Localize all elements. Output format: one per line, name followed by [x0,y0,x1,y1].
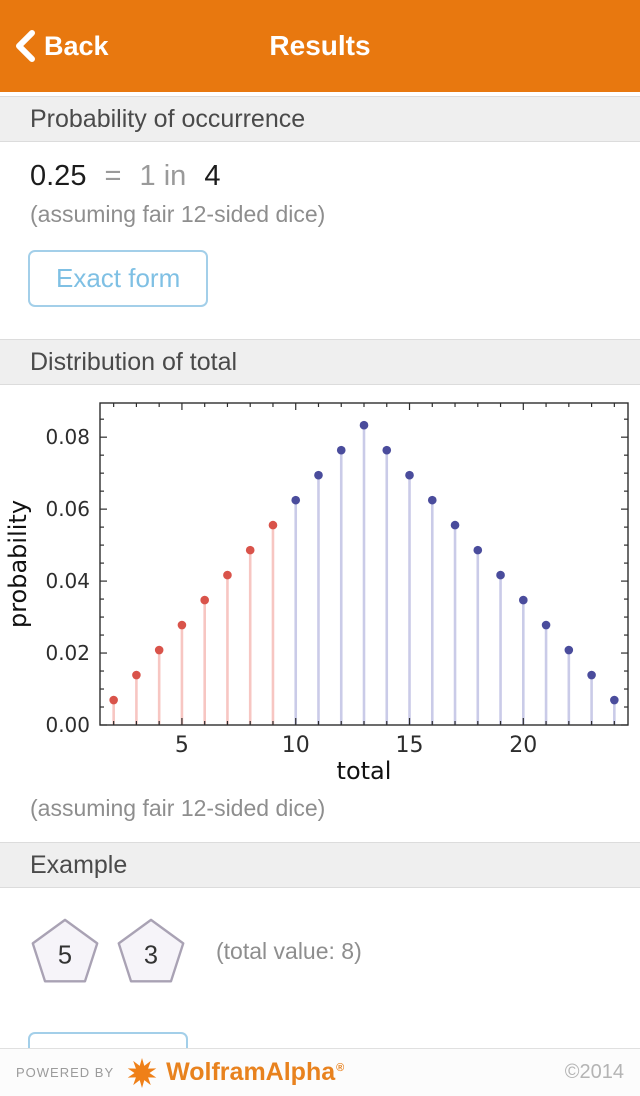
die-value: 3 [144,941,158,969]
svg-text:20: 20 [509,733,537,758]
wolfram-spikey-icon [127,1057,157,1088]
svg-text:15: 15 [396,733,424,758]
svg-text:0.08: 0.08 [45,425,90,449]
svg-text:probability: probability [4,500,32,628]
exact-form-button[interactable]: Exact form [28,250,209,307]
powered-by-label: POWERED BY [16,1065,115,1080]
back-label: Back [44,30,109,61]
die-icon: 3 [117,918,185,983]
svg-text:0.04: 0.04 [45,569,90,593]
svg-text:10: 10 [282,733,310,758]
footer: POWERED BY WolframAlpha® ©2014 [0,1048,640,1096]
section-header-probability: Probability of occurrence [0,96,640,142]
svg-text:0.06: 0.06 [45,497,90,521]
svg-text:5: 5 [175,733,189,758]
die-icon: 5 [31,918,99,983]
svg-text:0.00: 0.00 [45,713,90,737]
ratio-text: 1 in [139,160,187,192]
probability-assumption-note: (assuming fair 12-sided dice) [30,201,326,227]
header: Back Results [0,0,640,92]
wolframalpha-logo-text[interactable]: WolframAlpha® [166,1058,345,1086]
ratio-value: 4 [204,160,221,192]
back-button[interactable]: Back [14,0,109,92]
page-title: Results [269,30,371,61]
example-row: 5 3 (total value: 8) [0,888,640,984]
probability-decimal: 0.25 [30,160,87,192]
registered-mark: ® [336,1061,345,1074]
svg-text:total: total [337,757,392,785]
svg-text:0.02: 0.02 [45,641,90,665]
section-header-example: Example [0,842,640,888]
copyright: ©2014 [564,1061,624,1083]
back-chevron-icon [16,30,35,62]
equals-sign: = [104,160,122,192]
die-value: 5 [58,941,72,969]
total-value-note: (total value: 8) [216,937,362,964]
distribution-chart: 5 10 15 20 0.00 0.02 0.04 0.06 0.08 total probabil… [4,402,629,785]
footer-branding: POWERED BY WolframAlpha® [16,1057,344,1089]
section-header-distribution: Distribution of total [0,339,640,385]
probability-result: 0.25 = 1 in 4 [0,142,640,193]
distribution-assumption-note: (assuming fair 12-sided dice) [30,795,326,821]
